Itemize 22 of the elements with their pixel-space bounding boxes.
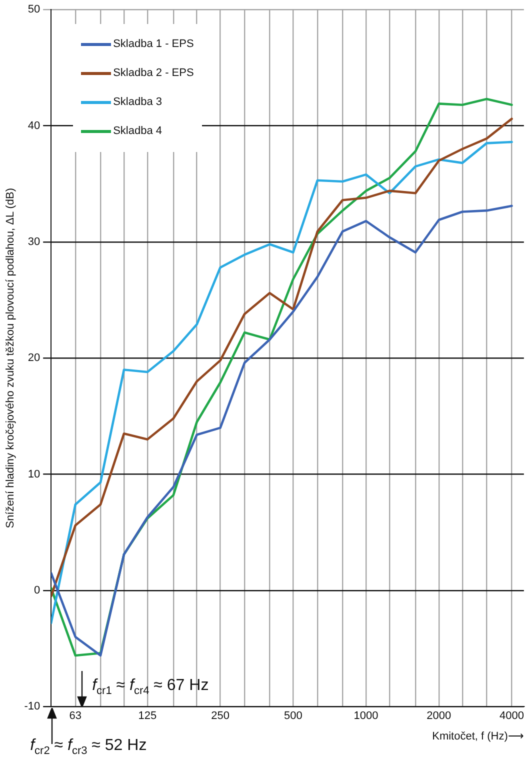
legend-label: Skladba 2 - EPS [113,67,194,80]
y-tick-label: 30 [28,236,40,248]
text: f$_{cr2}$ ≈ f$_{cr3}$ ≈ 52 Hz [30,736,147,757]
legend-label: Skladba 3 [113,96,162,108]
x-tick-label: 2000 [426,710,452,722]
y-tick-label: 20 [28,352,40,364]
y-tick-label: 50 [28,4,40,16]
y-tick-label: 0 [34,584,40,596]
y-tick-label: 10 [28,468,40,480]
x-tick-label: 500 [284,710,302,722]
legend-label: Skladba 1 - EPS [113,38,194,50]
y-tick-label: -10 [24,700,40,713]
x-tick-label: 63 [69,710,82,722]
y-axis-title: Snížení hladiny kročejového zvuku těžkou plovoucí podlahou, ΔL (dB) [4,188,17,528]
annotation: f$_{cr1}$ ≈ f$_{cr4}$ ≈ 67 Hz [92,676,209,697]
x-tick-label: 4000 [500,710,524,722]
y-tick-label: 40 [28,120,40,132]
legend-label: Skladba 4 [113,125,162,138]
x-tick-label: 125 [138,710,157,722]
x-tick-label: 250 [211,710,230,722]
x-axis-title: Kmitočet, f (Hz)⟶ [432,730,524,742]
x-tick-label: 1000 [354,710,378,722]
